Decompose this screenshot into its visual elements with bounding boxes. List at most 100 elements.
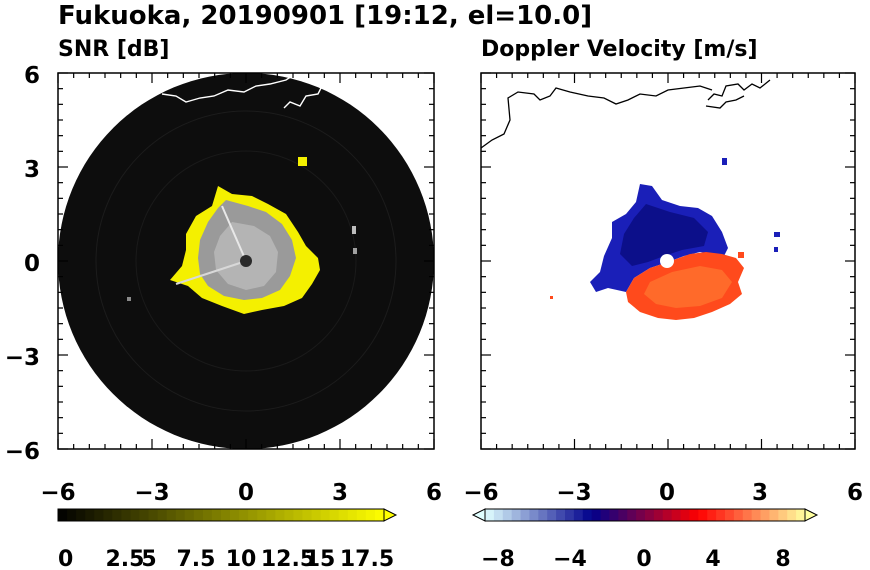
snr-x-axis: −6 −3 0 3 6 <box>40 480 442 506</box>
snr-y-tick-label: 0 <box>24 251 40 277</box>
snr-colorbar-tick-label: 10 <box>226 547 257 570</box>
doppler-colorbar-segment <box>707 509 717 521</box>
doppler-colorbar-segment <box>769 509 779 521</box>
doppler-x-tick-label: −3 <box>556 480 591 506</box>
snr-colorbar-segment <box>329 509 340 521</box>
doppler-plot <box>480 72 856 450</box>
doppler-colorbar-segment <box>609 509 619 521</box>
doppler-colorbar-segment <box>787 509 797 521</box>
doppler-colorbar-extend-max <box>804 508 819 522</box>
doppler-colorbar-segment <box>733 509 744 521</box>
doppler-colorbar-tick-label: −8 <box>481 547 515 570</box>
doppler-colorbar-segment <box>591 509 602 521</box>
doppler-tick-marks <box>480 72 856 450</box>
snr-colorbar-segment <box>112 509 122 521</box>
doppler-colorbar-segment <box>725 509 735 521</box>
doppler-x-tick-label: −6 <box>463 480 498 506</box>
snr-colorbar-segment <box>284 509 294 521</box>
doppler-colorbar-segment <box>751 509 762 521</box>
snr-y-tick-label: −3 <box>5 345 40 371</box>
snr-colorbar-segment <box>157 509 168 521</box>
doppler-panel-title: Doppler Velocity [m/s] <box>481 37 758 62</box>
doppler-colorbar-segment <box>600 509 610 521</box>
snr-colorbar-segment <box>302 509 313 521</box>
snr-colorbar-tick-label: 2.5 <box>106 547 145 570</box>
doppler-small-echo <box>774 232 780 237</box>
snr-radar-center <box>240 255 252 267</box>
doppler-colorbar-segment <box>573 509 584 521</box>
snr-colorbar-segment <box>230 509 240 521</box>
doppler-colorbar-segment <box>680 509 690 521</box>
doppler-colorbar-segment <box>653 509 664 521</box>
doppler-x-tick-label: 0 <box>659 480 675 506</box>
doppler-colorbar-segment <box>565 509 575 521</box>
doppler-colorbar-segment <box>662 509 673 521</box>
doppler-x-axis: −6 −3 0 3 6 <box>463 480 863 506</box>
snr-small-echo <box>127 297 131 301</box>
doppler-colorbar-tick-label: −4 <box>553 547 587 570</box>
doppler-colorbar-segment <box>556 509 566 521</box>
doppler-coastline <box>705 95 745 109</box>
snr-colorbar-segment <box>320 509 331 521</box>
doppler-colorbar-segment <box>538 509 548 521</box>
snr-colorbar-segment <box>347 509 358 521</box>
doppler-colorbar-segment <box>716 509 726 521</box>
snr-colorbar-segment <box>58 509 68 521</box>
figure-title: Fukuoka, 20190901 [19:12, el=10.0] <box>58 1 592 31</box>
doppler-colorbar-segment <box>760 509 770 521</box>
snr-x-tick-label: −6 <box>40 480 75 506</box>
snr-colorbar-extend-max <box>383 508 398 522</box>
snr-tick-marks <box>57 72 435 450</box>
doppler-small-echo <box>774 247 778 252</box>
snr-colorbar-tick-label: 0 <box>58 547 73 570</box>
doppler-approaching-core <box>620 204 708 266</box>
snr-colorbar-segment <box>275 509 285 521</box>
doppler-colorbar-segment <box>502 509 513 521</box>
snr-colorbar-segment <box>338 509 349 521</box>
snr-x-tick-label: 6 <box>426 480 442 506</box>
snr-y-tick-label: 6 <box>24 63 40 89</box>
snr-x-tick-label: 3 <box>332 480 348 506</box>
snr-colorbar-tick-label: 5 <box>141 547 156 570</box>
doppler-colorbar-segment <box>645 509 655 521</box>
snr-colorbar-segment <box>139 509 150 521</box>
snr-x-tick-label: 0 <box>238 480 254 506</box>
snr-range-ring <box>135 150 357 372</box>
snr-colorbar-segment <box>85 509 95 521</box>
doppler-colorbar-segment <box>778 509 788 521</box>
snr-colorbar-segment <box>121 509 131 521</box>
snr-colorbar-segment <box>266 509 276 521</box>
snr-colorbar-segment <box>94 509 104 521</box>
doppler-colorbar-segment <box>529 509 539 521</box>
doppler-colorbar-frame <box>484 508 806 522</box>
snr-colorbar-segment <box>248 509 258 521</box>
doppler-receding-core <box>644 266 732 308</box>
snr-colorbar-segment <box>175 509 186 521</box>
doppler-colorbar-segment <box>493 509 504 521</box>
doppler-colorbar-segment <box>520 509 530 521</box>
doppler-x-tick-label: 3 <box>752 480 768 506</box>
snr-colorbar-segment <box>239 509 249 521</box>
snr-colorbar-segment <box>76 509 86 521</box>
snr-panel-title: SNR [dB] <box>58 37 169 62</box>
snr-colorbar-segment <box>103 509 113 521</box>
snr-colorbar-tick-label: 15 <box>305 547 336 570</box>
snr-colorbar-segment <box>130 509 140 521</box>
snr-colorbar-segment <box>374 509 385 521</box>
doppler-small-echo <box>550 296 553 299</box>
doppler-small-echo <box>722 158 727 165</box>
doppler-colorbar-segment <box>582 509 593 521</box>
snr-colorbar-segment <box>148 509 159 521</box>
snr-spoke <box>175 260 247 285</box>
snr-y-tick-label: 3 <box>24 157 40 183</box>
snr-colorbar <box>57 508 398 522</box>
doppler-colorbar-segment <box>671 509 682 521</box>
snr-colorbar-tick-label: 12.5 <box>261 547 315 570</box>
snr-colorbar-segment <box>184 509 195 521</box>
snr-colorbar-segment <box>202 509 213 521</box>
doppler-colorbar <box>471 508 819 522</box>
doppler-colorbar-labels: −8 −4 0 4 8 <box>481 547 791 570</box>
doppler-colorbar-segment <box>698 509 708 521</box>
snr-colorbar-labels: 0 2.5 5 7.5 10 12.5 15 17.5 <box>58 547 394 570</box>
